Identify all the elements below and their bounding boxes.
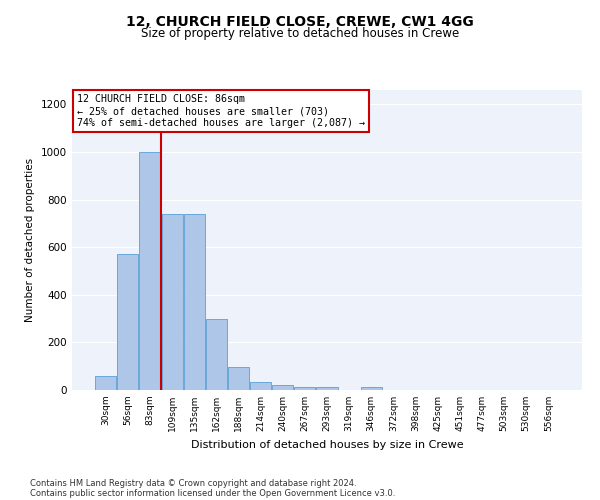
Text: Contains HM Land Registry data © Crown copyright and database right 2024.: Contains HM Land Registry data © Crown c…: [30, 478, 356, 488]
Text: 12 CHURCH FIELD CLOSE: 86sqm
← 25% of detached houses are smaller (703)
74% of s: 12 CHURCH FIELD CLOSE: 86sqm ← 25% of de…: [77, 94, 365, 128]
Bar: [272, 385, 293, 390]
Bar: [295, 387, 316, 390]
Bar: [250, 382, 271, 390]
Bar: [161, 214, 182, 390]
Text: Size of property relative to detached houses in Crewe: Size of property relative to detached ho…: [141, 28, 459, 40]
Text: 12, CHURCH FIELD CLOSE, CREWE, CW1 4GG: 12, CHURCH FIELD CLOSE, CREWE, CW1 4GG: [126, 15, 474, 29]
Bar: [184, 214, 205, 390]
Bar: [228, 368, 249, 390]
Bar: [206, 318, 227, 390]
Y-axis label: Number of detached properties: Number of detached properties: [25, 158, 35, 322]
Bar: [139, 152, 160, 390]
Bar: [95, 376, 116, 390]
Bar: [118, 254, 139, 390]
Text: Contains public sector information licensed under the Open Government Licence v3: Contains public sector information licen…: [30, 488, 395, 498]
Bar: [316, 387, 338, 390]
X-axis label: Distribution of detached houses by size in Crewe: Distribution of detached houses by size …: [191, 440, 463, 450]
Bar: [361, 387, 382, 390]
